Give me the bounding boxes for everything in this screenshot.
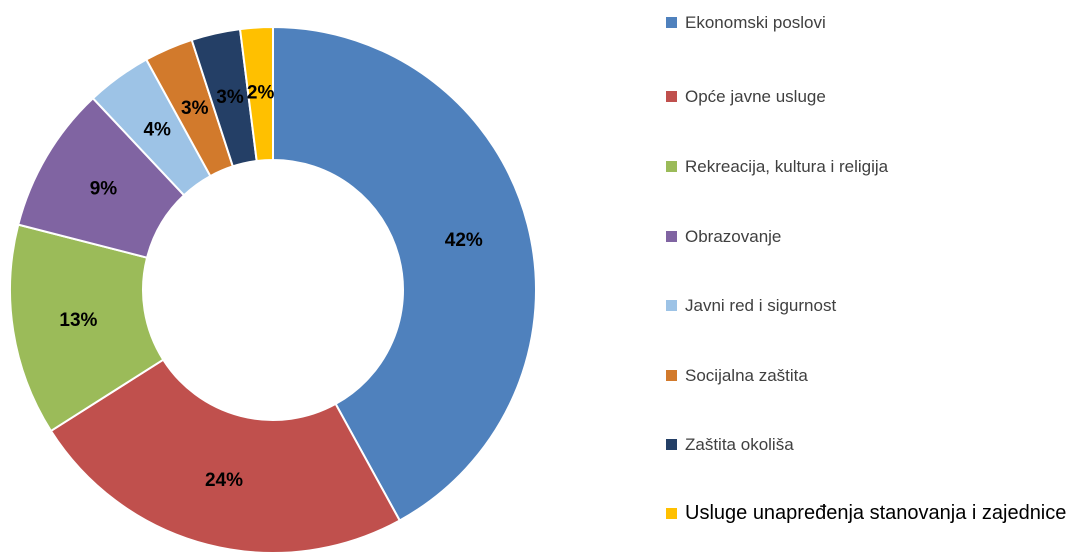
legend-swatch: [666, 300, 677, 311]
data-label: 13%: [59, 310, 97, 331]
legend-swatch: [666, 161, 677, 172]
legend-label: Obrazovanje: [685, 227, 782, 246]
legend-item: Usluge unapređenja stanovanja i zajednic…: [666, 502, 1068, 524]
data-label: 24%: [205, 470, 243, 491]
legend-label: Ekonomski poslovi: [685, 13, 826, 32]
legend-label: Opće javne usluge: [685, 87, 826, 106]
data-label: 4%: [143, 120, 171, 141]
data-label: 2%: [247, 82, 275, 103]
legend-item: Socijalna zaštita: [666, 366, 808, 386]
data-label: 3%: [216, 87, 244, 108]
donut-slice: [49, 358, 402, 554]
legend-label: Usluge unapređenja stanovanja i zajednic…: [685, 502, 1067, 524]
legend-swatch: [666, 231, 677, 242]
legend-swatch: [666, 508, 677, 519]
legend-item: Obrazovanje: [666, 227, 781, 247]
legend-item: Zaštita okoliša: [666, 435, 794, 455]
legend-swatch: [666, 439, 677, 450]
data-label: 9%: [90, 179, 118, 200]
legend-item: Rekreacija, kultura i religija: [666, 157, 888, 177]
legend-swatch: [666, 91, 677, 102]
legend-label: Javni red i sigurnost: [685, 296, 837, 315]
data-label: 42%: [445, 230, 483, 251]
data-label: 3%: [181, 98, 209, 119]
donut-slice: [272, 25, 537, 522]
legend-item: Javni red i sigurnost: [666, 296, 836, 316]
chart: 42%24%13%9%4%3%3% 2%: [9, 25, 537, 554]
legend-label: Zaštita okoliša: [685, 435, 794, 454]
legend-swatch: [666, 17, 677, 28]
legend-item: Ekonomski poslovi: [666, 13, 826, 33]
legend-swatch: [666, 370, 677, 381]
legend-item: Opće javne usluge: [666, 87, 826, 107]
donut-slice: [238, 25, 274, 163]
legend-label: Rekreacija, kultura i religija: [685, 157, 889, 176]
legend-label: Socijalna zaštita: [685, 366, 808, 385]
